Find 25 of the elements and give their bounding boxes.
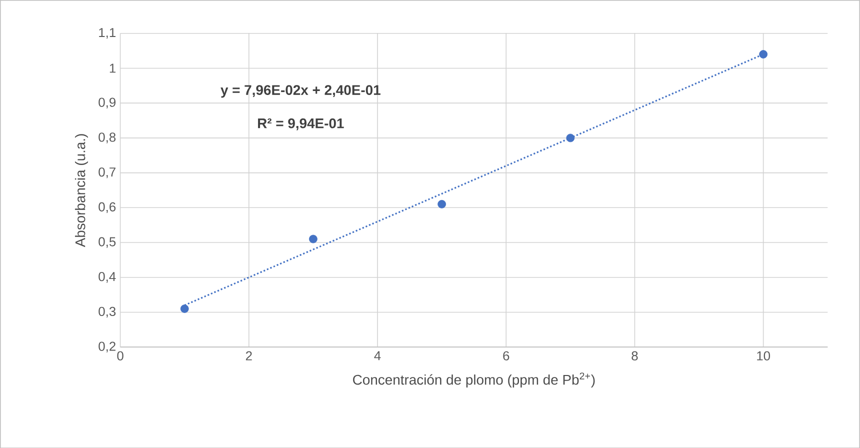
annotation: y = 7,96E-02x + 2,40E-01 <box>220 84 380 98</box>
x-tick-label: 8 <box>632 351 638 360</box>
x-tick-label: 4 <box>374 351 381 360</box>
y-tick-label: 0,6 <box>98 202 116 213</box>
point <box>180 304 189 313</box>
y-tick-label: 1 <box>110 64 116 72</box>
x-axis-title: Concentración de plomo (ppm de Pb$^{2+}$) <box>353 372 595 388</box>
y-tick-label: 0,9 <box>98 98 116 108</box>
x-tick-label: 6 <box>503 351 510 360</box>
point <box>309 234 318 244</box>
point <box>759 50 768 58</box>
x-tick-label: 0 <box>117 351 124 360</box>
y-axis-title: Absorbancia (u.a.) <box>74 134 88 247</box>
y-tick-label: 0,8 <box>98 132 116 144</box>
x-tick-label: 10 <box>757 351 770 360</box>
y-tick-label: 0,4 <box>98 272 116 283</box>
annotation: R² = 9,94E-01 <box>258 118 344 130</box>
point <box>438 200 446 208</box>
y-tick-label: 0,7 <box>98 167 116 178</box>
y-tick-label: 0,5 <box>98 236 116 248</box>
point <box>566 134 575 142</box>
y-tick-label: 0,3 <box>98 306 116 318</box>
y-tick-label: 0,2 <box>98 342 116 352</box>
y-tick-label: 1,1 <box>99 28 116 38</box>
x-tick-label: 2 <box>246 351 252 360</box>
